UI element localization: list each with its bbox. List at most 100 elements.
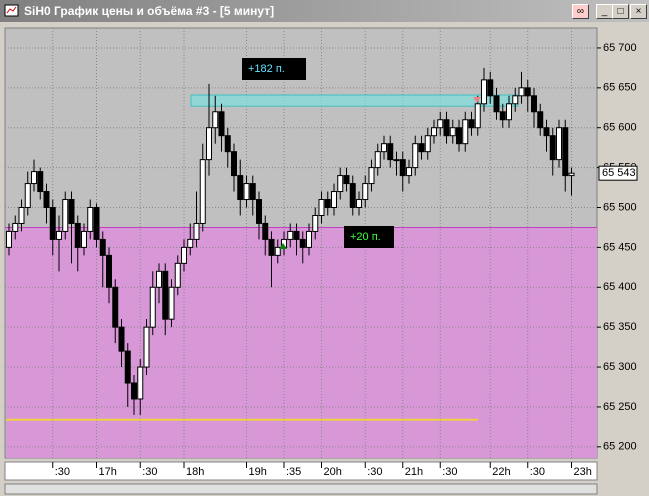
candle <box>137 359 144 415</box>
candle <box>512 87 519 112</box>
candle <box>456 119 462 152</box>
candle <box>481 67 487 112</box>
candle <box>12 215 19 240</box>
candle <box>381 135 387 160</box>
y-tick-label: 65 400 <box>603 281 637 293</box>
candle-body <box>531 95 537 113</box>
candle-body <box>537 111 544 129</box>
y-tick-label: 65 500 <box>603 201 637 213</box>
candle-body <box>518 87 525 97</box>
candle-body <box>168 286 175 320</box>
candle-body <box>368 167 375 185</box>
candle <box>131 375 137 415</box>
maximize-button[interactable]: □ <box>612 4 629 19</box>
candle <box>174 255 181 296</box>
candle <box>118 319 125 368</box>
candle-body <box>374 151 381 169</box>
sell-marker <box>473 97 481 103</box>
close-button[interactable]: × <box>630 4 647 19</box>
candle-body <box>24 183 31 208</box>
candle <box>299 231 306 264</box>
candle-body <box>406 167 412 177</box>
candle-body <box>162 270 169 320</box>
candle <box>193 191 200 248</box>
candle-body <box>193 222 200 240</box>
candle-body <box>68 199 75 224</box>
candle <box>81 223 87 256</box>
candle <box>518 71 525 104</box>
candle-body <box>456 127 462 145</box>
candle <box>99 231 106 288</box>
candle <box>506 95 512 128</box>
candle <box>318 191 325 224</box>
candle <box>406 159 412 184</box>
candle-body <box>149 286 156 328</box>
candle-body <box>49 206 56 240</box>
candle <box>356 191 362 216</box>
candle-body <box>393 159 400 162</box>
candle <box>24 171 31 216</box>
link-button[interactable]: ∞ <box>572 4 589 19</box>
candle-body <box>237 175 244 201</box>
price-box <box>598 165 638 181</box>
candle <box>543 119 550 152</box>
annotation-box <box>344 226 394 248</box>
title-bar: SiH0 График цены и объёма #3 - [5 минут]… <box>0 0 649 22</box>
candle-body <box>387 143 394 161</box>
candle <box>487 71 494 104</box>
candle-body <box>337 175 344 193</box>
x-tick-label: :30 <box>442 466 457 478</box>
candle-body <box>181 246 187 264</box>
candle <box>443 111 450 144</box>
candle <box>199 143 206 232</box>
candle-body <box>381 143 387 153</box>
candle-body <box>37 171 44 193</box>
candle <box>418 135 425 160</box>
candle <box>18 199 25 232</box>
window-title: SiH0 График цены и объёма #3 - [5 минут] <box>24 4 275 18</box>
candle <box>493 87 500 120</box>
candle <box>124 343 131 407</box>
candle-body <box>218 111 225 137</box>
candle-body <box>12 222 19 232</box>
candle <box>37 167 44 200</box>
candle <box>231 143 237 192</box>
candle-body <box>306 230 312 248</box>
candle <box>187 223 194 256</box>
candle <box>6 223 12 256</box>
scrollbar[interactable] <box>4 483 598 495</box>
candle <box>149 271 156 336</box>
candle <box>74 215 81 272</box>
candle <box>374 143 381 176</box>
candle-body <box>256 199 262 224</box>
x-tick-label: 20h <box>324 466 342 478</box>
candle <box>68 191 75 264</box>
shaded-zone <box>6 227 597 458</box>
candle <box>431 119 437 144</box>
candle-body <box>6 230 12 248</box>
candle-body <box>124 350 131 384</box>
candle-body <box>99 238 106 256</box>
candle <box>474 95 481 136</box>
minimize-button[interactable]: _ <box>596 4 613 19</box>
x-tick-label: 21h <box>405 466 423 478</box>
candle <box>112 279 119 344</box>
candle-body <box>443 119 450 137</box>
candle <box>324 191 331 216</box>
candle <box>268 231 275 288</box>
candle-body <box>418 143 425 153</box>
candle <box>274 239 281 264</box>
candle <box>212 95 219 144</box>
candle-body <box>212 111 219 129</box>
candle-body <box>568 172 575 177</box>
candle <box>312 207 319 240</box>
candle-body <box>499 111 506 121</box>
candle-body <box>324 199 331 208</box>
candle <box>156 263 162 304</box>
candle <box>93 203 100 248</box>
candle-body <box>318 199 325 216</box>
candle-body <box>506 103 512 121</box>
candle <box>568 167 575 196</box>
candle <box>106 247 112 304</box>
candle <box>468 111 475 136</box>
